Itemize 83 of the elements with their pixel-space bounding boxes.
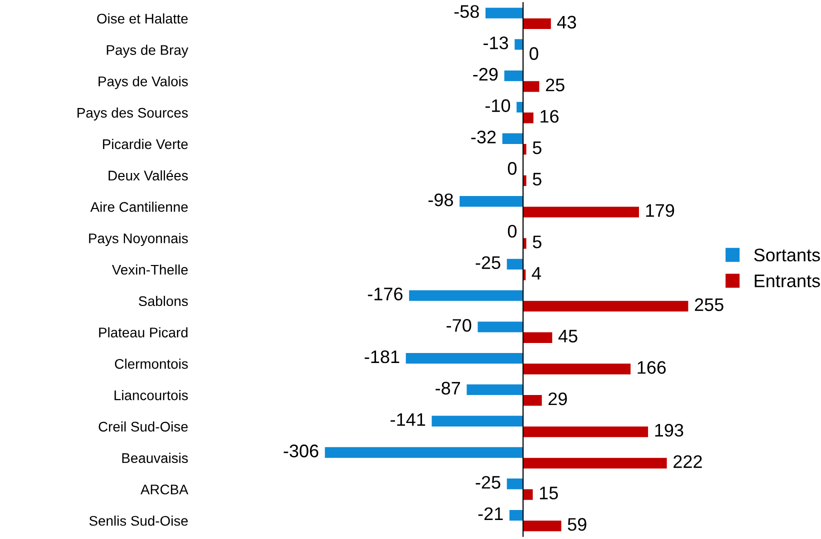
data-label: -70: [446, 319, 472, 332]
data-label: 43: [557, 16, 576, 29]
bar: [523, 238, 526, 249]
bar: [523, 206, 639, 218]
y-tick-label: Oise et Halatte: [97, 13, 188, 24]
bar: [523, 426, 648, 438]
bar: [523, 300, 688, 312]
bar: [432, 416, 524, 426]
data-label: 45: [558, 330, 578, 342]
data-label: 179: [646, 204, 674, 217]
bar: [523, 489, 533, 500]
bar: [523, 458, 667, 469]
data-label: 0: [508, 224, 517, 238]
y-tick-label: Deux Vallées: [108, 170, 188, 181]
bar: [409, 290, 524, 301]
y-tick-label: Pays de Valois: [98, 76, 188, 90]
y-tick-label: Clermontois: [114, 358, 188, 369]
data-label: 0: [508, 162, 517, 175]
legend-label: Sortants: [754, 248, 820, 262]
bar: [504, 70, 524, 82]
bar: [523, 175, 526, 186]
y-tick-label: Senlis Sud-Oise: [89, 516, 188, 526]
bar: [523, 332, 552, 343]
bar: [506, 258, 524, 270]
data-label: -32: [471, 130, 496, 144]
y-tick-label: Pays Noyonnais: [89, 233, 188, 246]
data-label: -58: [454, 5, 479, 18]
y-tick-label: Picardie Verte: [103, 138, 188, 150]
data-label: -25: [476, 256, 500, 270]
data-label: -87: [436, 382, 460, 395]
data-label: 193: [655, 424, 684, 437]
data-label: 255: [694, 298, 724, 312]
bar: [466, 384, 524, 396]
data-label: -21: [478, 507, 503, 520]
bar: [514, 39, 524, 50]
bar: [502, 133, 524, 144]
data-label: 25: [546, 78, 564, 92]
data-label: 59: [568, 518, 586, 531]
bar: [506, 478, 524, 490]
bar: [523, 395, 542, 406]
data-label: -29: [473, 68, 498, 81]
y-tick-label: Liancourtois: [114, 390, 188, 400]
data-label: -98: [428, 193, 453, 206]
data-label: 5: [532, 172, 542, 186]
bar: [523, 18, 551, 30]
data-label: -306: [284, 444, 318, 458]
data-label: 0: [530, 47, 538, 60]
data-label: -181: [364, 350, 400, 364]
y-tick-label: Plateau Picard: [99, 327, 188, 338]
bar: [516, 102, 524, 113]
y-tick-label: Pays de Bray: [106, 44, 188, 58]
data-label: 5: [532, 236, 542, 248]
bar: [509, 510, 524, 521]
bar: [324, 447, 524, 458]
bar: [523, 364, 631, 374]
bar: [460, 196, 524, 207]
data-label: 4: [532, 267, 541, 280]
data-label: 16: [540, 110, 559, 123]
data-label: -13: [484, 36, 508, 50]
data-label: 5: [532, 142, 542, 154]
legend-label: Entrants: [754, 274, 820, 288]
data-label: -25: [476, 476, 500, 489]
data-label: 166: [638, 361, 666, 374]
data-label: 222: [674, 455, 702, 468]
y-tick-label: Vexin-Thelle: [112, 264, 188, 275]
bar: [486, 8, 524, 18]
data-label: -141: [390, 413, 426, 426]
data-label: -10: [485, 99, 510, 112]
bar: [523, 144, 526, 155]
bar: [523, 520, 562, 532]
data-label: 15: [540, 486, 558, 500]
bar: [478, 322, 524, 332]
bar: [406, 352, 524, 364]
y-tick-label: Beauvaisis: [122, 452, 188, 463]
data-label: -176: [368, 288, 402, 300]
bar: [523, 81, 540, 92]
bar: [523, 112, 534, 124]
data-label: 29: [548, 392, 567, 406]
y-tick-label: Sablons: [138, 296, 188, 306]
y-tick-label: Pays des Sources: [78, 108, 188, 120]
y-tick-label: ARCBA: [140, 484, 188, 494]
y-tick-label: Aire Cantilienne: [90, 202, 188, 212]
y-tick-label: Creil Sud-Oise: [98, 421, 188, 432]
